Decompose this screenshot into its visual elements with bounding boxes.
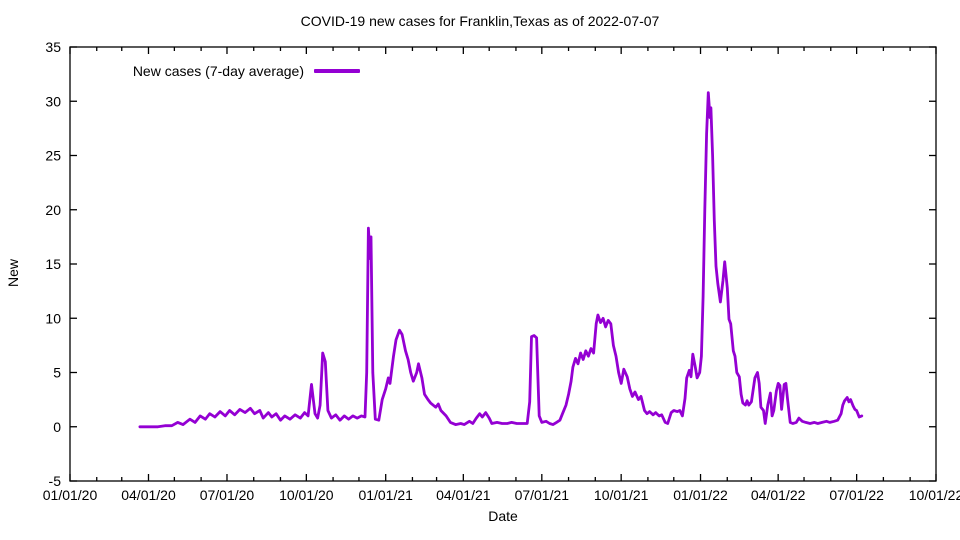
legend: New cases (7-day average) <box>70 62 360 80</box>
chart-title: COVID-19 new cases for Franklin,Texas as… <box>300 13 660 29</box>
x-tick-label: 10/01/22 <box>909 487 960 503</box>
x-tick-label: 01/01/22 <box>673 487 728 503</box>
data-line <box>138 91 864 429</box>
y-tick-label: 10 <box>45 310 61 326</box>
y-tick-label: 20 <box>45 202 61 218</box>
x-tick-label: 10/01/20 <box>279 487 334 503</box>
legend-line-swatch <box>314 69 360 73</box>
y-tick-label: 35 <box>45 39 61 55</box>
x-tick-label: 10/01/21 <box>594 487 649 503</box>
y-tick-label: 5 <box>53 365 61 381</box>
x-tick-label: 07/01/22 <box>829 487 884 503</box>
x-tick-label: 04/01/20 <box>121 487 176 503</box>
x-tick-label: 07/01/20 <box>200 487 255 503</box>
x-tick-label: 04/01/22 <box>751 487 806 503</box>
legend-label: New cases (7-day average) <box>132 63 304 79</box>
x-tick-label: 07/01/21 <box>515 487 570 503</box>
y-tick-label: -5 <box>49 473 62 489</box>
x-tick-label: 04/01/21 <box>436 487 491 503</box>
y-tick-label: 25 <box>45 148 61 164</box>
x-tick-label: 01/01/20 <box>43 487 98 503</box>
y-tick-label: 15 <box>45 256 61 272</box>
x-axis-label: Date <box>488 508 518 524</box>
y-tick-label: 30 <box>45 93 61 109</box>
y-axis-label: New <box>5 259 21 288</box>
x-tick-label: 01/01/21 <box>358 487 413 503</box>
y-tick-label: 0 <box>53 419 61 435</box>
